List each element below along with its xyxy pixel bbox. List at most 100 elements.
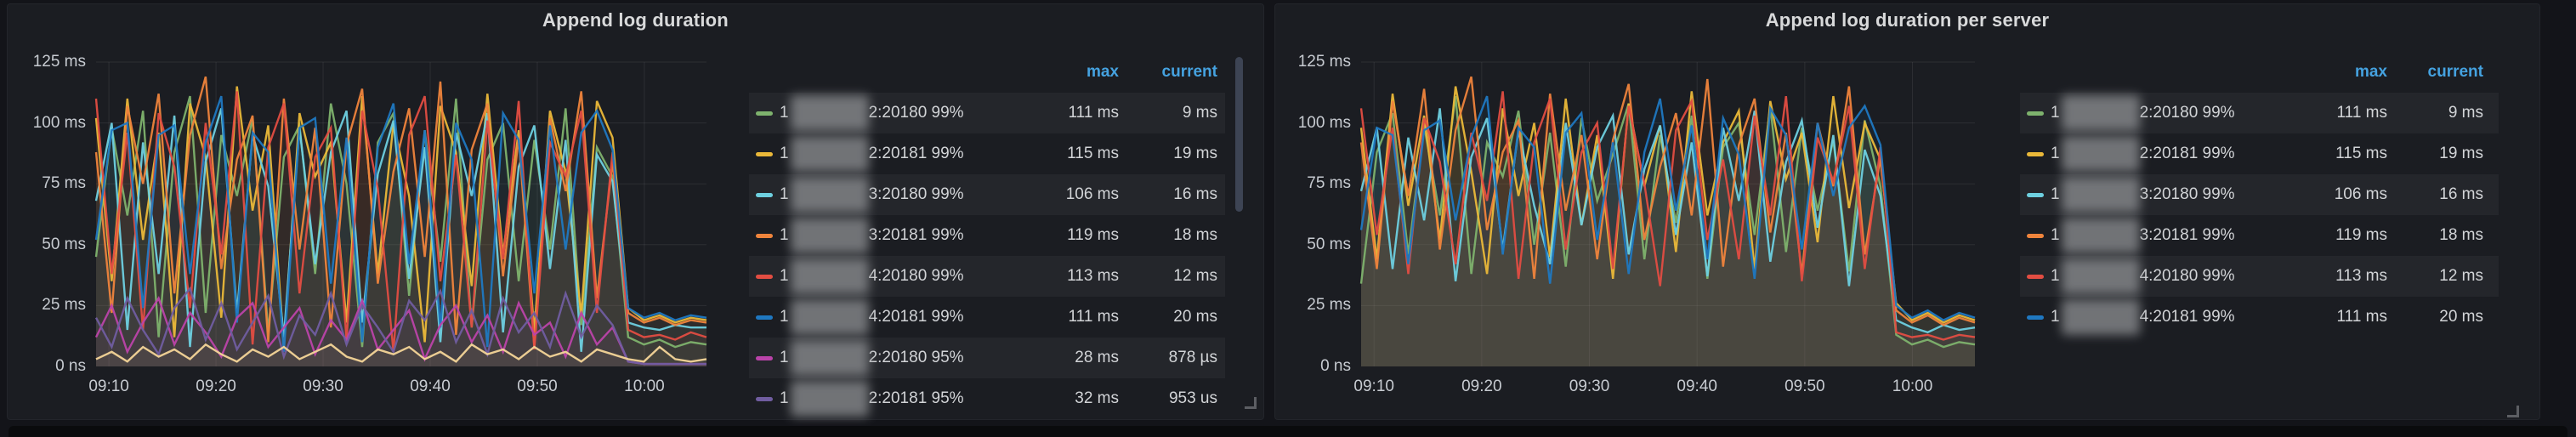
legend-series-swatch-icon[interactable] — [2027, 151, 2044, 156]
panel-resize-handle-icon[interactable] — [1245, 397, 1257, 409]
series-label-suffix: 2:20181 99% — [2139, 145, 2235, 162]
max-column-header[interactable]: max — [2354, 63, 2387, 81]
series-label-suffix: 4:20181 99% — [868, 308, 964, 326]
legend-row: 1 3:20180 99% 106 ms 16 ms — [749, 174, 1225, 215]
x-axis-tick-label: 09:50 — [1784, 377, 1825, 395]
legend-series-label[interactable]: 1 3:20180 99% — [2027, 174, 2235, 215]
panel-append-log-duration: Append log duration 125 ms 100 ms 75 ms 50 … — [7, 3, 1264, 420]
y-axis-tick-label: 50 ms — [1307, 235, 1351, 253]
legend-table: max current 1 2:20180 99% 111 ms 9 ms 1 2:20181… — [749, 4, 1225, 419]
legend-max-value: 115 ms — [1067, 145, 1119, 162]
legend-series-swatch-icon[interactable] — [756, 315, 773, 320]
redacted-ip-blur — [790, 299, 869, 335]
y-axis-tick-label: 25 ms — [42, 296, 86, 315]
series-line — [94, 296, 706, 366]
series-label-suffix: 4:20181 99% — [2139, 308, 2235, 326]
x-axis-tick-label: 10:00 — [624, 377, 665, 395]
panel-resize-handle-icon[interactable] — [2507, 406, 2519, 417]
legend-series-label[interactable]: 1 2:20180 99% — [2027, 93, 2235, 133]
legend-series-label[interactable]: 1 2:20181 99% — [2027, 133, 2235, 174]
x-axis-tick-label: 09:30 — [1569, 377, 1610, 395]
panel-title[interactable]: Append log duration per server — [1765, 9, 2050, 31]
redacted-ip-blur — [2061, 177, 2140, 213]
legend-row: 1 3:20180 99% 106 ms 16 ms — [2020, 174, 2499, 215]
series-label-suffix: 3:20181 99% — [2139, 226, 2235, 244]
legend-max-value: 111 ms — [1068, 308, 1120, 326]
legend-series-label[interactable]: 1 2:20180 95% — [756, 338, 964, 378]
redacted-ip-blur — [790, 95, 869, 131]
x-axis-tick-label: 09:20 — [1461, 377, 1502, 395]
series-label-suffix: 3:20180 99% — [868, 185, 964, 203]
series-label-prefix: 1 — [780, 226, 789, 244]
legend-row: 1 2:20180 99% 111 ms 9 ms — [749, 93, 1225, 133]
max-column-header[interactable]: max — [1086, 63, 1119, 81]
series-fill — [96, 96, 706, 366]
series-label-suffix: 2:20180 99% — [2139, 104, 2235, 122]
series-fill — [1361, 108, 1975, 367]
legend-series-swatch-icon[interactable] — [756, 396, 773, 401]
legend-max-value: 111 ms — [1068, 104, 1120, 122]
legend-series-swatch-icon[interactable] — [756, 355, 773, 360]
legend-max-value: 119 ms — [2335, 226, 2387, 244]
legend-series-swatch-icon[interactable] — [756, 233, 773, 238]
series-label-prefix: 1 — [780, 389, 789, 407]
legend-max-value: 111 ms — [2336, 308, 2388, 326]
series-line — [94, 95, 707, 352]
legend-series-label[interactable]: 1 3:20181 99% — [2027, 215, 2235, 256]
legend-row: 1 4:20181 99% 111 ms 20 ms — [749, 297, 1225, 338]
legend-series-swatch-icon[interactable] — [2027, 111, 2044, 116]
current-column-header[interactable]: current — [2427, 63, 2483, 81]
legend-series-swatch-icon[interactable] — [756, 274, 773, 279]
series-fill — [1361, 96, 1975, 366]
legend-series-label[interactable]: 1 2:20180 99% — [756, 93, 964, 133]
series-label-prefix: 1 — [780, 267, 789, 285]
series-fill — [96, 288, 706, 366]
x-axis-tick-label: 09:40 — [410, 377, 451, 395]
legend-row: 1 4:20180 99% 113 ms 12 ms — [2020, 256, 2499, 297]
legend-series-label[interactable]: 1 4:20180 99% — [2027, 256, 2235, 297]
legend-series-label[interactable]: 1 4:20181 99% — [2027, 297, 2235, 338]
legend-series-swatch-icon[interactable] — [2027, 192, 2044, 197]
legend-series-label[interactable]: 1 3:20180 99% — [756, 174, 964, 215]
legend-max-value: 119 ms — [1067, 226, 1119, 244]
legend-current-value: 12 ms — [1173, 267, 1217, 285]
series-label-suffix: 4:20180 99% — [868, 267, 964, 285]
series-fill — [1361, 86, 1975, 366]
legend-current-value: 16 ms — [2439, 185, 2483, 203]
legend-series-label[interactable]: 1 4:20180 99% — [756, 256, 964, 297]
legend-series-swatch-icon[interactable] — [2027, 315, 2044, 320]
next-panel-row-edge — [9, 426, 2567, 437]
legend-series-label[interactable]: 1 2:20181 95% — [756, 378, 964, 419]
legend-current-value: 18 ms — [2439, 226, 2483, 244]
legend-series-label[interactable]: 1 3:20181 99% — [756, 215, 964, 256]
legend-row: 1 2:20181 95% 32 ms 953 us — [749, 378, 1225, 419]
panel-append-log-duration-per-server: Append log duration per server 125 ms 100… — [1274, 3, 2540, 420]
legend-series-label[interactable]: 1 2:20181 99% — [756, 133, 964, 174]
legend-series-swatch-icon[interactable] — [756, 192, 773, 197]
legend-scrollbar[interactable] — [1235, 57, 1243, 212]
series-line — [94, 91, 707, 352]
legend-series-swatch-icon[interactable] — [2027, 274, 2044, 279]
series-fill — [96, 77, 706, 366]
series-line — [95, 343, 707, 363]
legend-max-value: 113 ms — [1067, 267, 1119, 285]
x-axis-tick-label: 09:40 — [1677, 377, 1717, 395]
x-axis-tick-label: 09:10 — [1353, 377, 1394, 395]
series-label-suffix: 4:20180 99% — [2139, 267, 2235, 285]
redacted-ip-blur — [790, 258, 869, 294]
y-axis-tick-label: 0 ns — [1320, 357, 1351, 375]
legend-row: 1 2:20181 99% 115 ms 19 ms — [2020, 133, 2499, 174]
legend-series-label[interactable]: 1 4:20181 99% — [756, 297, 964, 338]
legend-series-swatch-icon[interactable] — [756, 151, 773, 156]
legend-series-swatch-icon[interactable] — [2027, 233, 2044, 238]
current-column-header[interactable]: current — [1161, 63, 1217, 81]
x-axis-tick-label: 09:20 — [196, 377, 236, 395]
legend-series-swatch-icon[interactable] — [756, 111, 773, 116]
series-fill — [1361, 77, 1975, 366]
legend-max-value: 115 ms — [2335, 145, 2387, 162]
series-label-suffix: 2:20181 99% — [868, 145, 964, 162]
series-line — [94, 108, 706, 352]
legend-max-value: 113 ms — [2335, 267, 2387, 285]
panel-title[interactable]: Append log duration — [542, 9, 729, 31]
